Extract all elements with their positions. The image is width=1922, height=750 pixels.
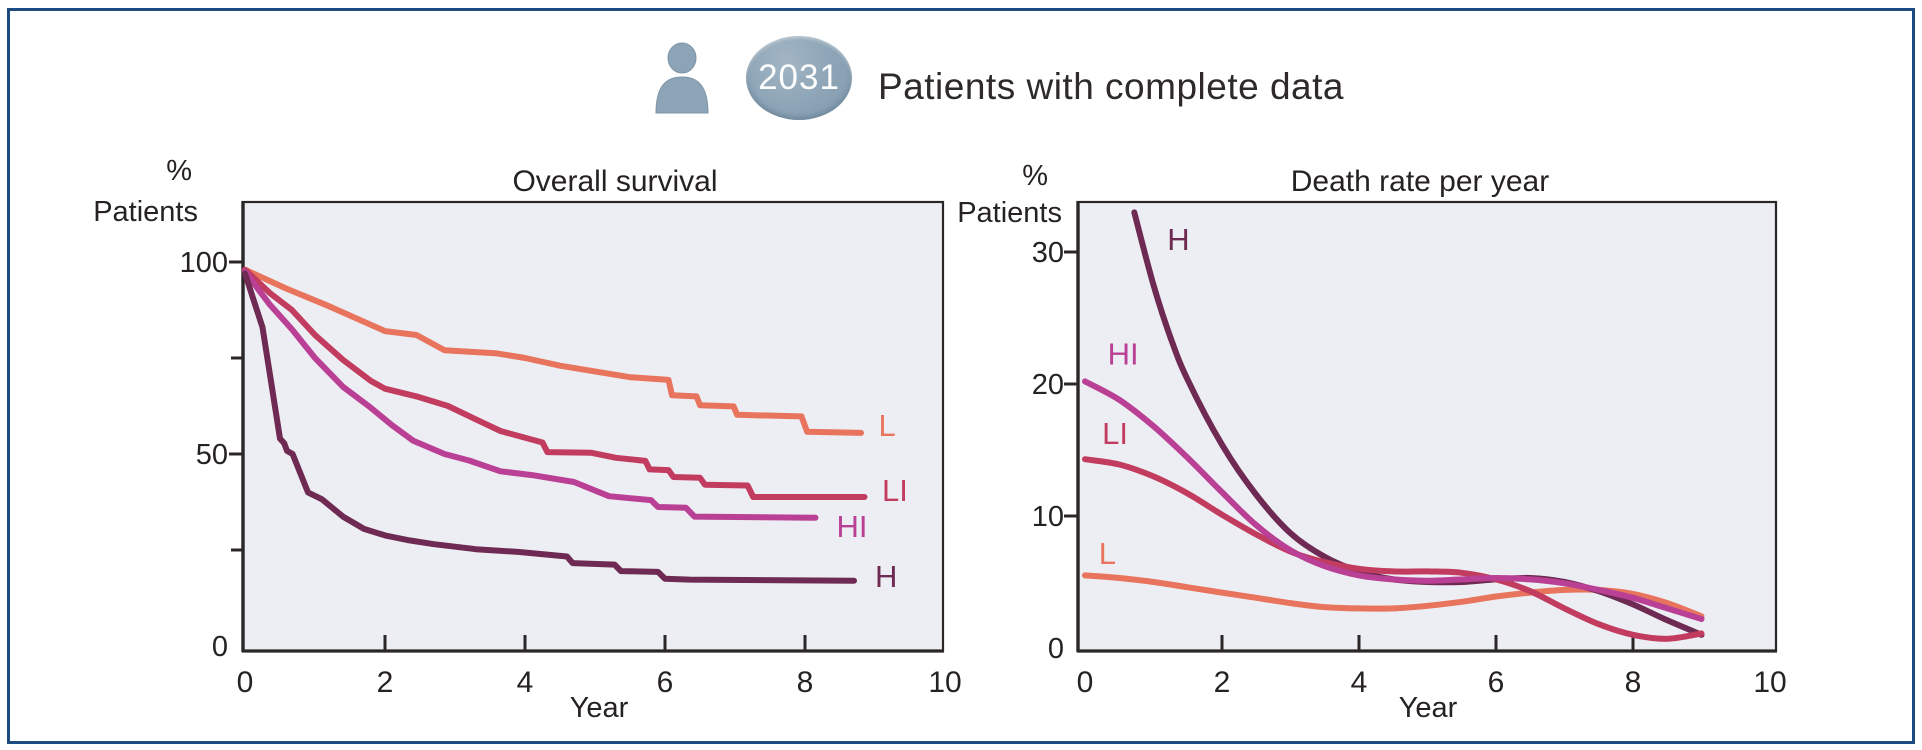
y-tick-label: 20 <box>1032 369 1064 401</box>
curve-label-H: H <box>1167 222 1189 257</box>
x-tick-label: 4 <box>517 666 534 699</box>
y-axis-label-patients: Patients <box>957 197 1062 229</box>
curve-label-HI: HI <box>837 509 868 544</box>
curve-HI <box>242 268 819 521</box>
chart-0: 0 50 100 0 2 4 6 8 10 Overall survival% Patients Ye… <box>93 155 961 724</box>
x-tick-label: 0 <box>237 666 254 699</box>
curve-label-L: L <box>1099 536 1116 571</box>
curve-label-L: L <box>879 408 896 443</box>
x-tick-label: 2 <box>1214 666 1231 699</box>
x-tick-label: 8 <box>797 666 814 699</box>
x-tick-label: 10 <box>928 666 961 699</box>
plot-area <box>1076 200 1778 653</box>
y-axis-label-percent: % <box>166 155 192 187</box>
figure-caption: Patients with complete data <box>878 66 1344 107</box>
x-tick-label: 10 <box>1753 666 1786 699</box>
x-tick-label: 4 <box>1351 666 1368 699</box>
curve-label-H: H <box>875 559 897 594</box>
curve-L <box>242 266 864 436</box>
x-tick-label: 6 <box>657 666 674 699</box>
curve-LI <box>242 266 868 500</box>
y-axis-label-percent: % <box>1022 160 1048 192</box>
x-tick-label: 0 <box>1077 666 1094 699</box>
x-tick-label: 2 <box>377 666 394 699</box>
curve-LI <box>1082 456 1705 642</box>
chart-title: Death rate per year <box>1291 165 1549 198</box>
patient-count: 2031 <box>758 58 840 97</box>
x-axis-label: Year <box>570 692 629 724</box>
plot-area <box>241 200 945 653</box>
curve-label-LI: LI <box>1102 416 1128 451</box>
y-tick-label: 0 <box>1048 633 1064 665</box>
x-tick-label: 8 <box>1625 666 1642 699</box>
person-icon-svg <box>655 42 709 114</box>
y-tick-label: 100 <box>180 247 228 279</box>
y-tick-label: 10 <box>1032 501 1064 533</box>
curve-H <box>242 270 857 584</box>
curve-label-HI: HI <box>1108 337 1139 372</box>
y-axis-label-patients: Patients <box>93 196 198 228</box>
x-tick-label: 6 <box>1488 666 1505 699</box>
y-tick-label: 50 <box>196 439 228 471</box>
curve-HI <box>1082 378 1705 622</box>
y-tick-label: 30 <box>1032 237 1064 269</box>
patient-count-badge: 2031 <box>746 36 852 120</box>
chart-1: 0 10 20 30 0 2 4 6 8 10 Death rate per year% Patien… <box>957 160 1786 724</box>
person-icon <box>650 42 714 114</box>
chart-title: Overall survival <box>512 165 717 198</box>
curve-label-LI: LI <box>882 473 908 508</box>
x-axis-label: Year <box>1399 692 1458 724</box>
y-tick-label: 0 <box>212 631 228 663</box>
